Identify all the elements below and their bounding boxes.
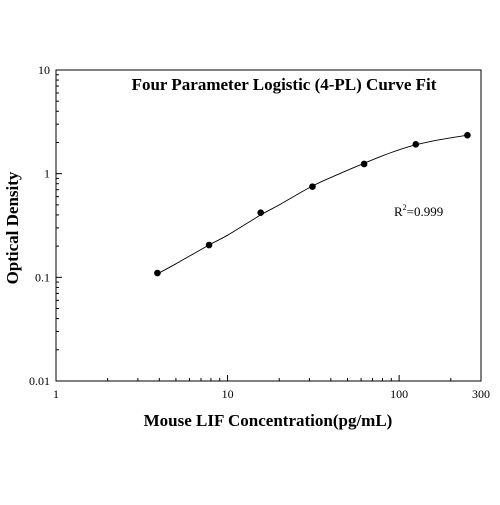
x-tick-label: 100 bbox=[390, 387, 408, 401]
chart-title: Four Parameter Logistic (4-PL) Curve Fit bbox=[132, 75, 437, 94]
r-squared-value: =0.999 bbox=[407, 204, 444, 219]
y-tick-label: 0.01 bbox=[29, 374, 50, 388]
data-point bbox=[309, 183, 316, 190]
x-axis-title: Mouse LIF Concentration(pg/mL) bbox=[144, 411, 393, 430]
data-point bbox=[412, 140, 420, 148]
y-tick-label: 1 bbox=[44, 167, 50, 181]
data-point bbox=[257, 209, 265, 217]
data-point bbox=[360, 160, 368, 168]
y-axis-title: Optical Density bbox=[3, 171, 22, 284]
x-tick-label: 10 bbox=[222, 387, 234, 401]
y-tick-label: 10 bbox=[38, 63, 50, 77]
data-point bbox=[154, 269, 161, 277]
x-tick-label: 1 bbox=[53, 387, 59, 401]
r-squared-annotation: R2=0.999 bbox=[394, 203, 443, 219]
plot-frame bbox=[55, 69, 482, 382]
r-squared-superscript: 2 bbox=[403, 203, 407, 212]
data-point bbox=[205, 241, 213, 249]
y-tick-label: 0.1 bbox=[35, 270, 50, 284]
data-point bbox=[464, 131, 471, 139]
r-squared-base: R bbox=[394, 204, 403, 219]
x-tick-label: 300 bbox=[472, 387, 490, 401]
